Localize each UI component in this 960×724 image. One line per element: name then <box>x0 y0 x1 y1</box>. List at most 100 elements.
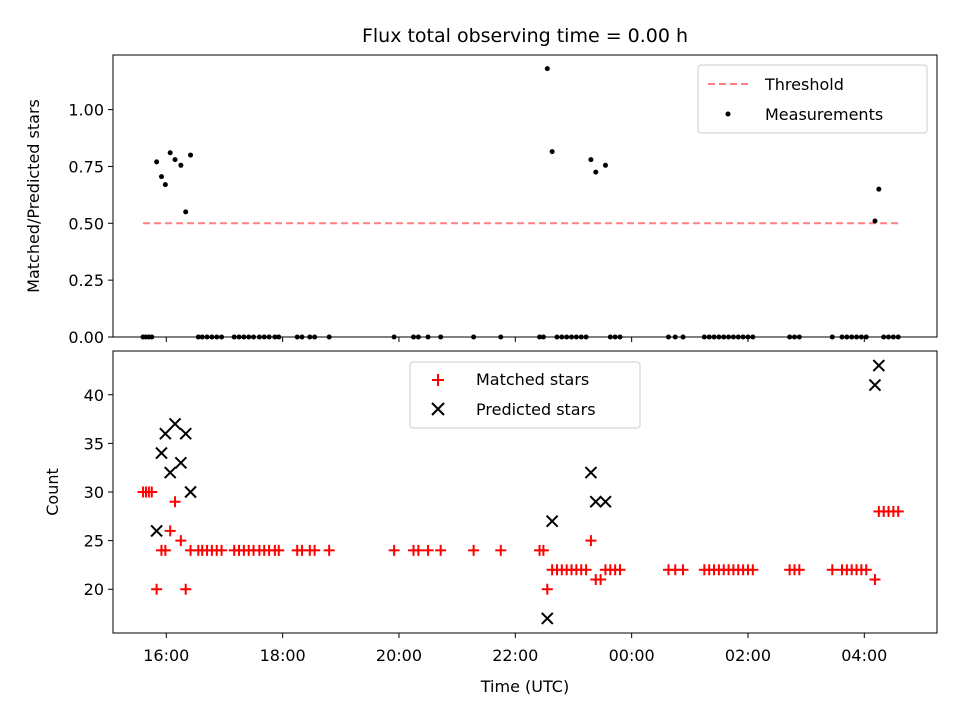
top-legend-box <box>697 64 928 134</box>
matched-stars-point <box>309 544 321 556</box>
matched-stars-point <box>422 544 434 556</box>
bottom-panel: 20 25 30 35 40 16:00 18:00 20:00 22:00 00:00 02:00… <box>43 350 938 696</box>
matched-stars-point <box>216 544 228 556</box>
top-y-tick-label: 0.50 <box>68 214 104 233</box>
predicted-stars-point <box>179 427 192 440</box>
matched-stars-point <box>388 544 400 556</box>
matched-stars-point <box>180 583 192 595</box>
measurement-point <box>872 218 878 224</box>
matched-stars-point <box>537 544 549 556</box>
legend-matched-label: Matched stars <box>476 370 589 389</box>
bottom-axes-frame <box>112 350 938 634</box>
bottom-y-tick-label: 25 <box>84 532 104 551</box>
matched-stars-point <box>585 535 597 547</box>
predicted-stars-point <box>159 427 172 440</box>
legend-measurements-label: Measurements <box>765 105 883 124</box>
matched-stars-point <box>164 525 176 537</box>
predicted-stars-point <box>599 495 612 508</box>
predicted-stars-point <box>589 495 602 508</box>
matched-stars-point <box>677 564 689 576</box>
predicted-stars-point <box>541 612 554 625</box>
x-tick-label: 22:00 <box>492 646 538 665</box>
predicted-stars-point <box>168 417 182 431</box>
matched-stars-point <box>468 544 480 556</box>
predicted-stars-point <box>545 514 559 528</box>
legend-matched-swatch <box>432 374 444 386</box>
measurement-point <box>167 150 173 156</box>
top-y-tick-label: 0.75 <box>68 157 104 176</box>
predicted-stars-point <box>872 359 886 372</box>
x-tick-label: 16:00 <box>143 646 189 665</box>
x-axis-label: Time (UTC) <box>480 677 569 696</box>
matched-stars-point <box>159 544 171 556</box>
matched-stars-point <box>151 583 163 595</box>
measurement-point <box>154 159 160 165</box>
measurement-point <box>588 157 594 163</box>
matched-stars-point <box>747 564 759 576</box>
matched-stars-point <box>175 535 187 547</box>
measurement-point <box>549 149 555 155</box>
top-panel: 0.00 0.25 0.50 0.75 1.00 Matched/Predicted s… <box>24 54 938 347</box>
bottom-y-tick-label: 30 <box>84 483 104 502</box>
matched-stars-point <box>273 544 285 556</box>
bottom-axis-ticks: 20 25 30 35 40 16:00 18:00 20:00 22:00 00:00 02:00… <box>84 386 888 665</box>
legend-predicted-swatch <box>431 402 445 416</box>
legend-measurements-swatch <box>725 111 731 117</box>
bottom-y-tick-label: 35 <box>84 434 104 453</box>
legend-threshold-label: Threshold <box>764 75 844 94</box>
matched-stars-point <box>541 583 553 595</box>
measurement-point <box>183 209 189 215</box>
predicted-stars-point <box>150 524 163 538</box>
predicted-stars-point <box>868 378 882 392</box>
x-tick-label: 18:00 <box>260 646 306 665</box>
top-y-tick-label: 0.00 <box>68 328 104 347</box>
measurement-point <box>593 169 599 175</box>
predicted-stars-point <box>174 456 188 470</box>
bottom-marks <box>137 359 904 625</box>
matched-stars-point <box>435 544 447 556</box>
legend-predicted-label: Predicted stars <box>476 400 596 419</box>
matched-stars-point <box>495 544 507 556</box>
matched-stars-point <box>595 574 607 586</box>
bottom-y-tick-label: 40 <box>84 386 104 405</box>
measurement-point <box>172 157 178 163</box>
x-tick-label: 04:00 <box>841 646 887 665</box>
measurement-point <box>162 182 168 188</box>
matched-stars-point <box>892 505 904 517</box>
predicted-stars-point <box>184 485 197 499</box>
matched-stars-point <box>580 564 592 576</box>
predicted-stars-point <box>584 466 598 479</box>
bottom-y-axis-label: Count <box>43 468 62 516</box>
matched-stars-point <box>614 564 626 576</box>
measurement-point <box>178 162 184 168</box>
predicted-stars-point <box>163 466 177 479</box>
matched-stars-point <box>146 486 158 498</box>
predicted-stars-point <box>155 446 168 460</box>
measurement-point <box>602 162 608 168</box>
measurement-point <box>876 186 882 192</box>
top-y-tick-label: 1.00 <box>68 101 104 120</box>
matched-stars-point <box>826 564 838 576</box>
matched-stars-point <box>793 564 805 576</box>
top-y-axis-label: Matched/Predicted stars <box>24 99 43 293</box>
matched-stars-point <box>860 564 872 576</box>
measurement-point <box>544 66 550 72</box>
bottom-legend-box <box>409 361 641 429</box>
top-axes-frame <box>112 54 938 338</box>
x-tick-label: 00:00 <box>609 646 655 665</box>
matched-stars-point <box>869 574 881 586</box>
chart-title: Flux total observing time = 0.00 h <box>362 25 688 47</box>
matched-stars-point <box>412 544 424 556</box>
top-axis-ticks: 0.00 0.25 0.50 0.75 1.00 <box>68 101 865 347</box>
measurement-point <box>188 152 194 158</box>
bottom-legend: Matched stars Predicted stars <box>409 361 641 429</box>
bottom-y-tick-label: 20 <box>84 580 104 599</box>
matched-stars-point <box>323 544 335 556</box>
matched-stars-point <box>169 496 181 508</box>
x-tick-label: 02:00 <box>725 646 771 665</box>
measurement-point <box>158 174 164 180</box>
top-y-tick-label: 0.25 <box>68 271 104 290</box>
top-legend: Threshold Measurements <box>697 64 928 134</box>
x-tick-label: 20:00 <box>376 646 422 665</box>
